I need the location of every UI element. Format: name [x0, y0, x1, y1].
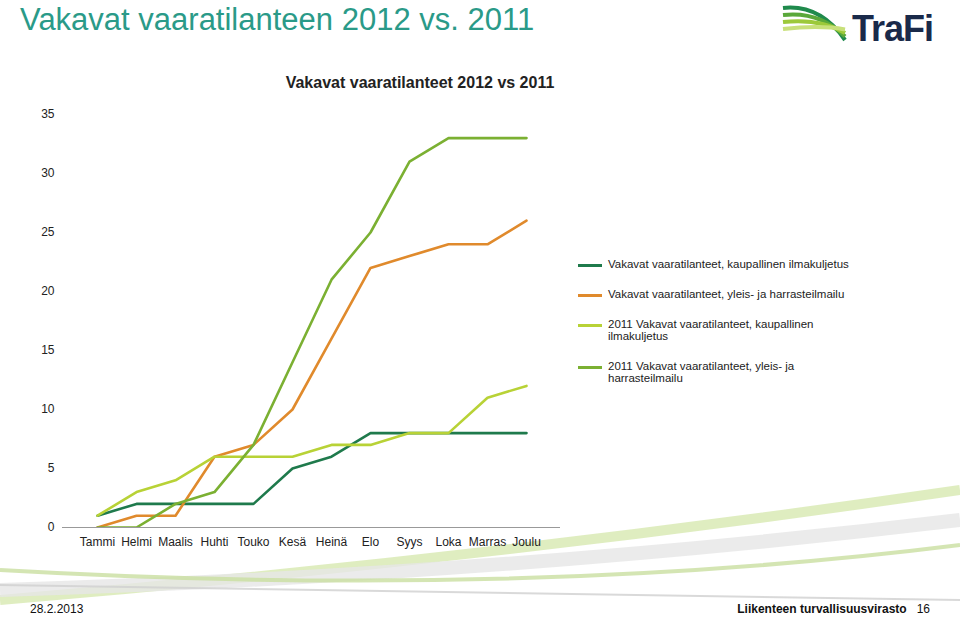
- html-text:2011 Vakavat vaaratilanteet, y: 2011 Vakavat vaaratilanteet, yleis- ja h…: [608, 360, 795, 384]
- svg-text:Elo: Elo: [362, 535, 380, 549]
- svg-text:Huhti: Huhti: [200, 535, 228, 549]
- svg-text:0: 0: [48, 520, 55, 534]
- svg-text:Helmi: Helmi: [121, 535, 152, 549]
- html-text:Vakavat vaaratilanteet 2012 vs: Vakavat vaaratilanteet 2012 vs 2011: [285, 74, 555, 91]
- html-text:16: 16: [916, 602, 930, 616]
- html-text:Liikenteen turvallisuusvirasto: Liikenteen turvallisuusvirasto: [737, 602, 907, 616]
- svg-text:Joulu: Joulu: [512, 535, 541, 549]
- html-text:Vakavat vaaratilanteen 2012 vs: Vakavat vaaratilanteen 2012 vs. 2011: [20, 2, 535, 37]
- svg-text:Loka: Loka: [435, 535, 461, 549]
- svg-text:25: 25: [41, 225, 55, 239]
- svg-text:Tammi: Tammi: [80, 535, 115, 549]
- svg-text:5: 5: [48, 461, 55, 475]
- html-text:28.2.2013: 28.2.2013: [30, 602, 84, 616]
- svg-text:20: 20: [41, 284, 55, 298]
- svg-text:Maalis: Maalis: [158, 535, 193, 549]
- svg-text:15: 15: [41, 343, 55, 357]
- svg-text:10: 10: [41, 402, 55, 416]
- svg-text:Marras: Marras: [469, 535, 506, 549]
- html-text:Vakavat vaaratilanteet, kaupal: Vakavat vaaratilanteet, kaupallinen ilma…: [608, 258, 849, 270]
- html-text:Vakavat vaaratilanteet, yleis-: Vakavat vaaratilanteet, yleis- ja harras…: [608, 288, 845, 300]
- svg-text:Heinä: Heinä: [316, 535, 348, 549]
- svg-text:Touko: Touko: [237, 535, 269, 549]
- svg-text:Kesä: Kesä: [279, 535, 307, 549]
- html-text:TraFi: TraFi: [852, 8, 933, 49]
- svg-text:35: 35: [41, 107, 55, 121]
- svg-text:Syys: Syys: [396, 535, 422, 549]
- svg-text:30: 30: [41, 166, 55, 180]
- html-text:2011 Vakavat vaaratilanteet, k: 2011 Vakavat vaaratilanteet, kaupallinen…: [608, 318, 814, 342]
